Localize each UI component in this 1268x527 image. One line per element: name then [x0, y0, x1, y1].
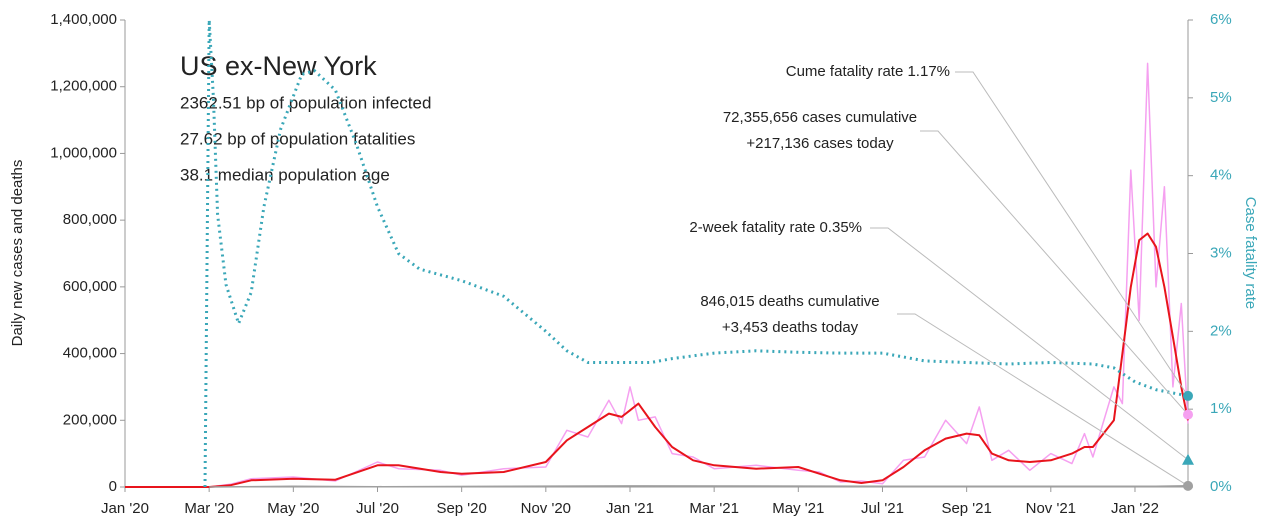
y2-tick-label: 4%	[1210, 167, 1232, 184]
x-tick-label: Jul '20	[356, 500, 399, 517]
subtitle: 2362.51 bp of population infected	[180, 93, 431, 112]
y2-tick-label: 1%	[1210, 400, 1232, 417]
y-tick-label: 600,000	[63, 278, 117, 295]
y-tick-label: 200,000	[63, 411, 117, 428]
x-tick-label: Sep '20	[436, 500, 486, 517]
y-tick-label: 1,400,000	[50, 11, 117, 28]
subtitle: 38.1 median population age	[180, 165, 390, 184]
annotation: +3,453 deaths today	[722, 319, 859, 336]
y-tick-label: 0	[109, 478, 117, 495]
end-marker	[1183, 409, 1193, 420]
x-tick-label: May '21	[772, 500, 824, 517]
annotation: 72,355,656 cases cumulative	[723, 109, 917, 126]
series-line	[203, 18, 1189, 488]
annotation: 2-week fatality rate 0.35%	[689, 219, 862, 236]
y2-tick-label: 0%	[1210, 478, 1232, 495]
y2-axis-label: Case fatality rate	[1242, 197, 1259, 310]
annotation: +217,136 cases today	[746, 135, 894, 152]
y-tick-label: 1,000,000	[50, 144, 117, 161]
x-tick-label: Jan '21	[606, 500, 654, 517]
end-marker	[1182, 453, 1194, 465]
x-tick-label: Nov '20	[521, 500, 571, 517]
x-tick-label: Mar '21	[689, 500, 739, 517]
y-tick-label: 400,000	[63, 345, 117, 362]
leader-line	[870, 227, 1189, 461]
series-line	[209, 485, 1189, 488]
y2-tick-label: 3%	[1210, 244, 1232, 261]
x-tick-label: Mar '20	[184, 500, 234, 517]
series-line	[125, 232, 1189, 488]
leader-line	[920, 130, 1189, 415]
x-tick-label: Jan '22	[1111, 500, 1159, 517]
annotation: Cume fatality rate 1.17%	[786, 63, 950, 80]
series-line	[125, 62, 1189, 488]
y-tick-label: 800,000	[63, 211, 117, 228]
end-marker	[1183, 390, 1193, 401]
x-tick-label: Jul '21	[861, 500, 904, 517]
y-tick-label: 1,200,000	[50, 78, 117, 95]
y2-tick-label: 2%	[1210, 322, 1232, 339]
y-axis-label: Daily new cases and deaths	[9, 160, 26, 347]
annotation: 846,015 deaths cumulative	[700, 293, 879, 310]
end-marker	[1183, 480, 1193, 491]
y2-tick-label: 6%	[1210, 11, 1232, 28]
x-tick-label: May '20	[267, 500, 319, 517]
x-tick-label: Nov '21	[1026, 500, 1076, 517]
y2-tick-label: 5%	[1210, 89, 1232, 106]
leader-line	[955, 71, 1189, 397]
x-tick-label: Sep '21	[941, 500, 991, 517]
x-tick-label: Jan '20	[101, 500, 149, 517]
subtitle: 27.62 bp of population fatalities	[180, 129, 415, 148]
leader-line	[897, 313, 1189, 487]
